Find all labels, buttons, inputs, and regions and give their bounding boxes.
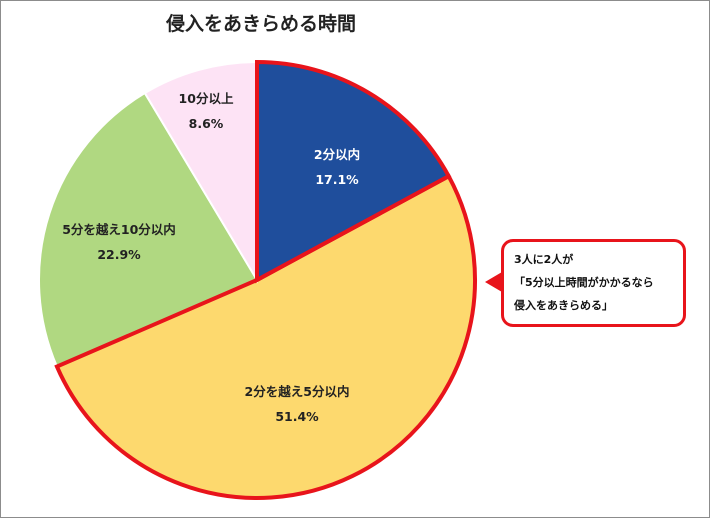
slice-highlight-outline-2 — [54, 173, 477, 501]
chart-title: 侵入をあきらめる時間 — [165, 13, 356, 35]
callout-pointer — [485, 272, 502, 292]
callout-box: 3人に2人が 「5分以上時間がかかるなら 侵入をあきらめる」 — [501, 239, 686, 327]
callout-line-2: 「5分以上時間がかかるなら — [514, 276, 654, 289]
slice-label-1: 2分以内 — [314, 147, 360, 162]
callout-line-1: 3人に2人が — [514, 253, 574, 266]
slice-label-4: 10分以上 — [179, 91, 234, 106]
slice-label-3: 5分を越え10分以内 — [62, 222, 176, 237]
slice-value-1: 17.1% — [315, 172, 359, 187]
slice-value-3: 22.9% — [97, 247, 141, 262]
callout-line-3: 侵入をあきらめる」 — [514, 299, 613, 312]
slice-value-2: 51.4% — [275, 409, 319, 424]
slice-highlight-outline-1 — [255, 59, 452, 284]
pie-slice-4 — [143, 60, 258, 284]
pie-slice-3 — [38, 91, 259, 368]
slice-label-2: 2分を越え5分以内 — [245, 384, 350, 399]
slice-value-4: 8.6% — [189, 116, 224, 131]
